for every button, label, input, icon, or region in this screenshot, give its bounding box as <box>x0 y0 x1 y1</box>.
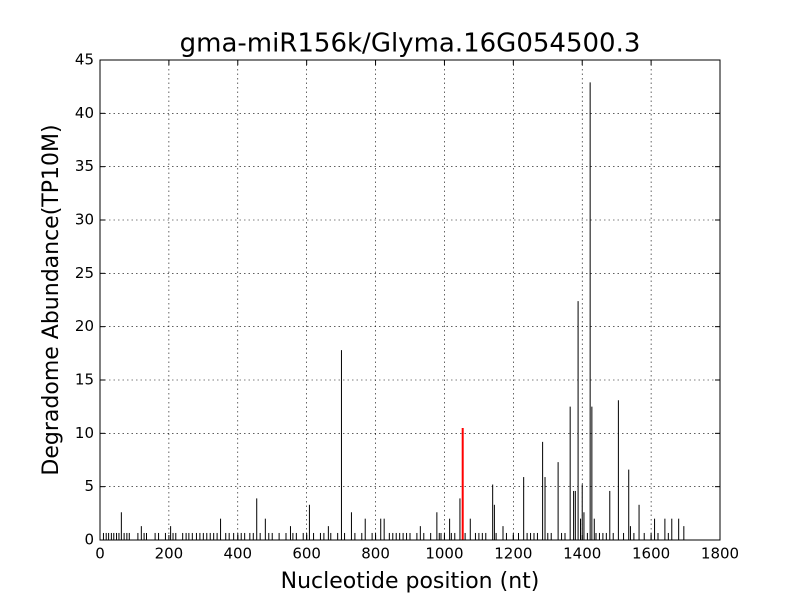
y-tick-label: 45 <box>75 51 94 69</box>
x-axis-label: Nucleotide position (nt) <box>281 569 540 594</box>
x-tick-label: 1800 <box>701 545 739 563</box>
y-tick-label: 40 <box>75 104 94 122</box>
x-tick-label: 0 <box>95 545 105 563</box>
x-tick-label: 400 <box>223 545 252 563</box>
y-tick-label: 35 <box>75 157 94 175</box>
x-tick-label: 1000 <box>425 545 463 563</box>
y-tick-label: 10 <box>75 424 94 442</box>
plot-area: 0 5 10 15 20 25 30 35 40 45 0 200 400 600 800 1000 1200 1… <box>75 51 739 563</box>
x-tick-label: 1400 <box>563 545 601 563</box>
x-tick-label: 600 <box>292 545 321 563</box>
x-tick-label: 1600 <box>632 545 670 563</box>
plot-frame <box>99 59 721 541</box>
x-tick-label: 800 <box>361 545 390 563</box>
x-tick-label: 1200 <box>494 545 532 563</box>
y-tick-label: 20 <box>75 317 94 335</box>
y-tick-label: 15 <box>75 371 94 389</box>
y-tick-label: 25 <box>75 264 94 282</box>
y-tick-label: 30 <box>75 211 94 229</box>
y-tick-label: 0 <box>84 531 94 549</box>
y-axis-label: Degradome Abundance(TP10M) <box>39 124 64 475</box>
chart-title: gma-miR156k/Glyma.16G054500.3 <box>180 29 641 59</box>
x-tick-label: 200 <box>155 545 184 563</box>
y-tick-label: 5 <box>84 477 94 495</box>
